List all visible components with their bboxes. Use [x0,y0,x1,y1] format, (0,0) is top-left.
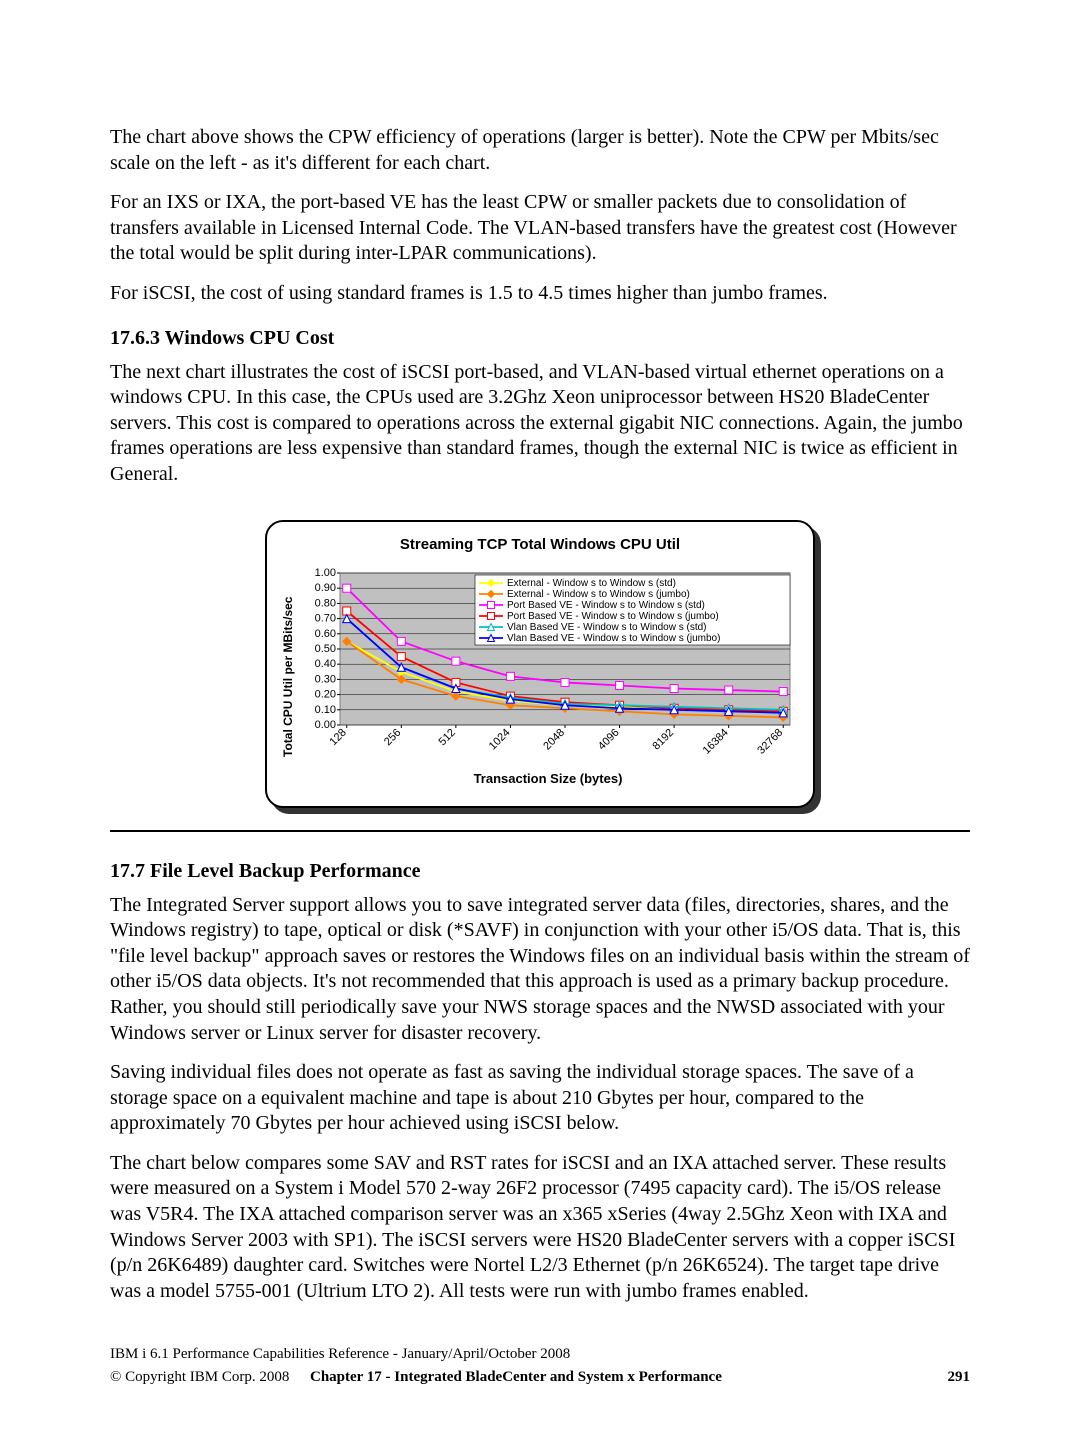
svg-text:1024: 1024 [487,726,513,752]
svg-text:External - Window s to Window: External - Window s to Window s (std) [507,578,676,589]
svg-text:0.40: 0.40 [315,658,336,670]
document-page: The chart above shows the CPW efficiency… [0,0,1080,1446]
paragraph: For an IXS or IXA, the port-based VE has… [110,190,970,267]
paragraph: Saving individual files does not operate… [110,1060,970,1137]
svg-text:0.20: 0.20 [315,688,336,700]
page-footer: IBM i 6.1 Performance Capabilities Refer… [110,1318,970,1386]
svg-text:Port Based VE - Window s to Wi: Port Based VE - Window s to Window s (st… [507,600,705,611]
svg-text:Port Based VE - Window s to Wi: Port Based VE - Window s to Window s (ju… [507,611,719,622]
svg-text:0.60: 0.60 [315,627,336,639]
svg-text:0.00: 0.00 [315,719,336,731]
svg-text:4096: 4096 [596,726,622,752]
chart-x-axis-label: Transaction Size (bytes) [297,771,799,786]
footer-chapter: Chapter 17 - Integrated BladeCenter and … [310,1369,910,1386]
svg-text:8192: 8192 [650,726,676,752]
svg-text:0.90: 0.90 [315,582,336,594]
footer-reference: IBM i 6.1 Performance Capabilities Refer… [110,1346,970,1363]
svg-text:32768: 32768 [755,726,785,756]
svg-text:16384: 16384 [701,726,731,756]
paragraph: The chart above shows the CPW efficiency… [110,125,970,176]
svg-text:External - Window s to Window: External - Window s to Window s (jumbo) [507,589,690,600]
cpu-util-chart: Streaming TCP Total Windows CPU Util Tot… [265,520,815,808]
svg-text:0.10: 0.10 [315,703,336,715]
svg-text:Vlan Based VE - Window s to Wi: Vlan Based VE - Window s to Window s (ju… [507,633,720,644]
svg-text:0.50: 0.50 [315,643,336,655]
svg-text:256: 256 [382,726,403,747]
svg-text:Vlan Based VE - Window s to Wi: Vlan Based VE - Window s to Window s (st… [507,622,707,633]
svg-text:2048: 2048 [541,726,567,752]
paragraph: The next chart illustrates the cost of i… [110,360,970,488]
paragraph: The Integrated Server support allows you… [110,893,970,1047]
svg-text:0.70: 0.70 [315,612,336,624]
svg-text:0.80: 0.80 [315,597,336,609]
paragraph: For iSCSI, the cost of using standard fr… [110,281,970,307]
section-heading: 17.7 File Level Backup Performance [110,860,970,883]
section-heading: 17.6.3 Windows CPU Cost [110,327,970,350]
section-divider [110,830,970,832]
chart-y-axis-label: Total CPU Util per MBits/sec [281,567,295,786]
svg-text:512: 512 [437,726,458,747]
svg-text:0.30: 0.30 [315,673,336,685]
paragraph: The chart below compares some SAV and RS… [110,1151,970,1305]
footer-copyright: © Copyright IBM Corp. 2008 [110,1369,310,1386]
footer-page-number: 291 [910,1369,970,1386]
svg-text:1.00: 1.00 [315,567,336,579]
chart-title: Streaming TCP Total Windows CPU Util [281,536,799,553]
chart-plot-area: 0.00 0.10 0.20 0.30 0.40 0.50 0.60 0.70 0.80 0.90… [297,567,799,767]
